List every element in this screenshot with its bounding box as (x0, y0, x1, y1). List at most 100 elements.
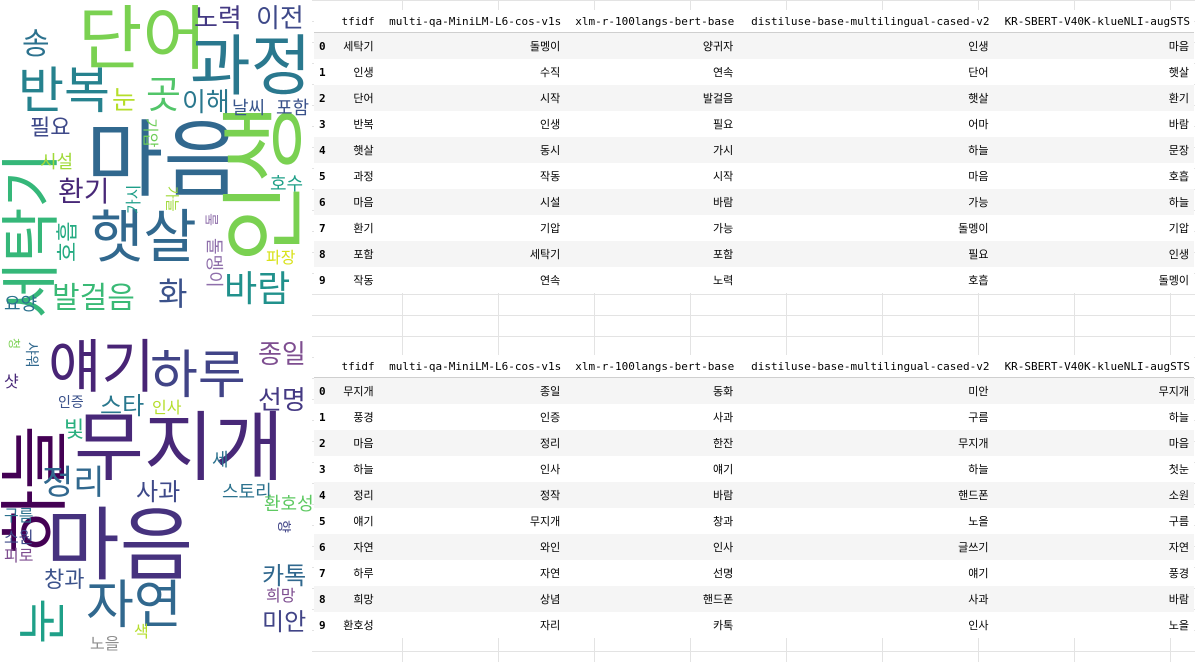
cloud-word: 카톡 (262, 562, 307, 590)
cloud-word: 포함 (276, 98, 310, 119)
cloud-word: 향 (275, 520, 291, 533)
table-cell: 햇살 (738, 85, 994, 111)
table-row: 9 환호성 자리 카톡 인사 노을 (314, 612, 1194, 638)
cloud-word: 필요 (30, 116, 71, 141)
table-cell: 얘기 (738, 560, 994, 586)
table-cell: 필요 (565, 111, 739, 137)
cloud-word: 구름 (4, 506, 34, 525)
table-row: 1 풍경 인증 사과 구름 하늘 (314, 404, 1194, 430)
cloud-word: 얘기 (48, 334, 155, 401)
cloud-word: 노력 (194, 4, 242, 34)
table-row: 3 반복 인생 필요 어마 바람 (314, 111, 1194, 137)
table-cell: 구름 (993, 508, 1194, 534)
row-index: 1 (314, 404, 336, 430)
cloud-word: 하루 (150, 346, 246, 406)
table-cell: 양귀자 (565, 32, 739, 59)
table-cell: 기압 (378, 215, 566, 241)
table-cell: 연속 (378, 267, 566, 293)
table-cell: 가능 (565, 215, 739, 241)
table-cell: 인사 (565, 534, 739, 560)
cloud-word: 가시 (124, 184, 143, 214)
cloud-word: 무지개 (74, 403, 284, 492)
table-cell: 작동 (378, 163, 566, 189)
row-index: 9 (314, 267, 336, 293)
table-cell: 시설 (378, 189, 566, 215)
table-row: 1 인생 수직 연속 단어 햇살 (314, 59, 1194, 85)
cloud-word: 파장 (266, 248, 296, 267)
keyword-table-2: tfidf multi-qa-MiniLM-L6-cos-v1s xlm-r-1… (314, 355, 1194, 638)
cloud-word: 호흡 (56, 221, 81, 262)
table-cell: 상념 (378, 586, 566, 612)
cloud-word: 노을 (90, 634, 120, 653)
table-cell: 풍경 (336, 404, 379, 430)
table-cell: 핸드폰 (738, 482, 994, 508)
table-cell: 마음 (738, 163, 994, 189)
table-header-row: tfidf multi-qa-MiniLM-L6-cos-v1s xlm-r-1… (314, 355, 1194, 378)
table-cell: 호흡 (993, 163, 1194, 189)
column-header: tfidf (336, 355, 379, 378)
cloud-word: 색 (134, 622, 149, 641)
cloud-word: 돌멩이 (203, 238, 224, 288)
table-row: 7 환기 기압 가능 돌멩이 기압 (314, 215, 1194, 241)
table-cell: 인생 (993, 241, 1194, 267)
cloud-word: 미안 (262, 608, 307, 636)
table-cell: 정리 (336, 482, 379, 508)
cloud-word: 눈 (112, 86, 136, 116)
table-cell: 인증 (378, 404, 566, 430)
table-row: 8 포함 세탁기 포함 필요 인생 (314, 241, 1194, 267)
cloud-word: 스토리 (222, 482, 272, 503)
cloud-word: 희망 (266, 586, 296, 605)
table-cell: 수직 (378, 59, 566, 85)
table-cell: 햇살 (336, 137, 379, 163)
keyword-table-1: tfidf multi-qa-MiniLM-L6-cos-v1s xlm-r-1… (314, 10, 1194, 293)
table-cell: 풍경 (993, 560, 1194, 586)
table-cell: 돌멩이 (378, 32, 566, 59)
cloud-word: 바람 (224, 269, 291, 310)
cloud-word: 시설 (40, 152, 74, 173)
table-cell: 과정 (336, 163, 379, 189)
table-cell: 연속 (565, 59, 739, 85)
table-row: 6 자연 와인 인사 글쓰기 자연 (314, 534, 1194, 560)
table-cell: 호흡 (738, 267, 994, 293)
table-cell: 창과 (565, 508, 739, 534)
table-cell: 환기 (993, 85, 1194, 111)
table-cell: 노을 (738, 508, 994, 534)
row-index: 1 (314, 59, 336, 85)
column-header: distiluse-base-multilingual-cased-v2 (738, 10, 994, 33)
table-cell: 사과 (738, 586, 994, 612)
cloud-word: 청 (7, 338, 21, 350)
table-cell: 하늘 (738, 137, 994, 163)
table-cell: 바람 (565, 482, 739, 508)
row-index: 8 (314, 241, 336, 267)
table-row: 4 햇살 동시 가시 하늘 문장 (314, 137, 1194, 163)
table-cell: 무지개 (993, 377, 1194, 404)
table-cell: 환기 (336, 215, 379, 241)
cloud-word: 피로 (4, 546, 34, 565)
row-index: 6 (314, 189, 336, 215)
cloud-word: 이해 (182, 88, 230, 118)
cloud-word: 송 (22, 27, 50, 62)
table-cell: 자연 (378, 560, 566, 586)
row-index: 0 (314, 32, 336, 59)
table-cell: 환호성 (336, 612, 379, 638)
table-cell: 무지개 (378, 508, 566, 534)
column-header (314, 10, 336, 33)
table-cell: 인생 (378, 111, 566, 137)
table-header-row: tfidf multi-qa-MiniLM-L6-cos-v1s xlm-r-1… (314, 10, 1194, 33)
row-index: 4 (314, 482, 336, 508)
table-cell: 바람 (993, 111, 1194, 137)
table-cell: 마음 (993, 32, 1194, 59)
table-cell: 돌멩이 (738, 215, 994, 241)
column-header: xlm-r-100langs-bert-base (565, 355, 739, 378)
cloud-word: 환기 (58, 175, 110, 208)
table-cell: 시작 (378, 85, 566, 111)
cloud-word: 눈 (14, 598, 72, 644)
table-row: 2 마음 정리 한잔 무지개 마음 (314, 430, 1194, 456)
table-row: 5 과정 작동 시작 마음 호흡 (314, 163, 1194, 189)
column-header (314, 355, 336, 378)
column-header: multi-qa-MiniLM-L6-cos-v1s (378, 355, 566, 378)
cloud-word: 마음 (86, 111, 241, 209)
table-row: 5 얘기 무지개 창과 노을 구름 (314, 508, 1194, 534)
cloud-word: 마음 (46, 499, 194, 592)
table-cell: 바람 (565, 189, 739, 215)
